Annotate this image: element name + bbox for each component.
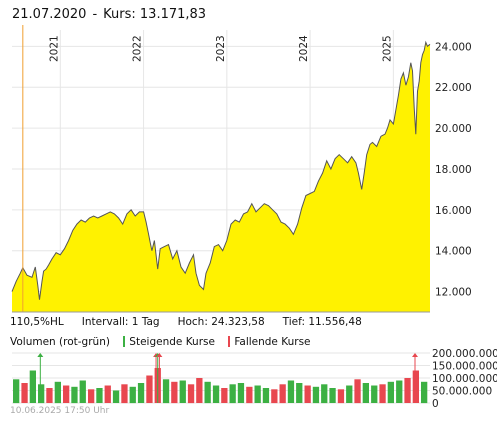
price-tick-label: 16.000 [435,205,472,217]
year-label: 2022 [132,35,144,62]
volume-bar [387,381,394,404]
volume-bar [229,384,236,404]
price-tick-label: 14.000 [435,246,472,258]
volume-tick-label: 50.000.000 [432,386,492,398]
volume-bar [262,388,270,403]
range-stat: 110,5%HL [10,316,64,328]
price-area [11,25,431,313]
price-tick-label: 12.000 [435,287,472,299]
volume-bar [196,378,203,403]
volume-bar [346,385,353,403]
year-label: 2021 [48,35,60,62]
volume-bar [271,389,278,404]
volume-bar [396,380,403,403]
volume-bar [237,383,245,403]
up-color-mark [123,336,126,347]
volume-bar [71,386,78,404]
volume-bar [54,381,61,404]
volume-bar [112,390,120,403]
year-label: 2023 [215,35,227,62]
legend-down: Fallende Kurse [228,336,311,348]
kurs-value: 13.171,83 [139,7,207,22]
volume-bar [104,385,111,403]
volume-bar [337,389,345,404]
x-axis-years: 2021 2022 2023 2024 2025 [48,35,393,62]
volume-y-axis: 200.000.000150.000.000100.000.00050.000.… [432,348,497,408]
volume-bar [204,381,211,404]
volume-bar [312,386,320,404]
volume-bar [212,385,220,403]
year-label: 2025 [381,35,393,62]
volume-bar [137,383,145,403]
volume-bar [179,380,186,403]
volume-bar [421,381,428,404]
volume-tick-label: 200.000.000 [432,348,497,360]
price-tick-label: 20.000 [435,123,472,135]
volume-legend: Volumen (rot-grün) Steigende Kurse Falle… [10,336,321,348]
price-tick-label: 24.000 [435,41,472,53]
volume-bar [13,379,20,404]
legend-up: Steigende Kurse [123,336,215,348]
volume-bar [46,388,53,403]
volume-arrow-icon [156,353,163,357]
volume-bar [38,384,45,404]
price-tick-label: 22.000 [435,82,472,94]
volume-bar [296,383,303,403]
down-color-mark [228,336,231,347]
volume-arrow-icon [412,353,419,357]
volume-bar [21,383,28,403]
volume-bar [321,384,328,404]
price-line [11,40,431,300]
volume-bar [121,384,128,404]
volume-chart[interactable]: 200.000.000150.000.000100.000.00050.000.… [0,348,497,408]
volume-tick-label: 0 [432,398,439,408]
high-stat: Hoch: 24.323,58 [177,316,265,328]
volume-bar [404,378,411,403]
chart-header: 21.07.2020- Kurs: 13.171,83 [12,7,206,22]
interval-stat: Intervall: 1 Tag [81,316,160,328]
legend-up-label: Steigende Kurse [129,336,215,348]
price-chart[interactable]: 2021 2022 2023 2024 2025 12.00014.00016.0001… [0,0,497,315]
volume-tick-label: 150.000.000 [432,361,497,373]
price-tick-label: 18.000 [435,164,472,176]
volume-bar [129,386,136,404]
legend-down-label: Fallende Kurse [234,336,311,348]
y-axis-prices: 12.000 14.000 16.000 18.000 20.000 22.000 24.0… [435,41,472,298]
volume-bar [79,380,86,403]
volume-bar [379,384,386,404]
timestamp: 10.06.2025 17:50 Uhr [10,406,110,416]
volume-bar [287,380,295,403]
volume-legend-title: Volumen (rot-grün) [10,336,110,348]
volume-bar [279,384,286,404]
volume-high-markers [37,353,419,403]
volume-bar [329,388,336,403]
volume-bar [412,370,419,403]
volume-bar [63,385,70,403]
kurs-label: Kurs: [103,7,136,22]
volume-bar [171,381,178,404]
price-area-fill [12,42,430,313]
volume-bar [362,383,369,403]
volume-bar [221,388,228,403]
volume-bar [88,389,95,404]
volume-bar [354,379,361,404]
volume-bar [29,370,36,403]
header-separator: - [92,7,98,22]
volume-tick-label: 100.000.000 [432,373,497,385]
volume-bar [146,375,153,403]
volume-bar [162,379,170,404]
volume-bars [13,368,428,404]
hover-date: 21.07.2020 [12,7,87,22]
volume-bar [187,384,195,404]
volume-bar [96,388,103,403]
year-label: 2024 [298,35,310,62]
low-stat: Tief: 11.556,48 [282,316,362,328]
volume-bar [304,385,311,403]
volume-bar [246,386,253,404]
volume-bar [371,385,378,403]
volume-bar [254,385,261,403]
volume-arrow-icon [37,353,44,357]
stats-bar: 110,5%HL Intervall: 1 Tag Hoch: 24.323,58 T… [10,316,380,328]
